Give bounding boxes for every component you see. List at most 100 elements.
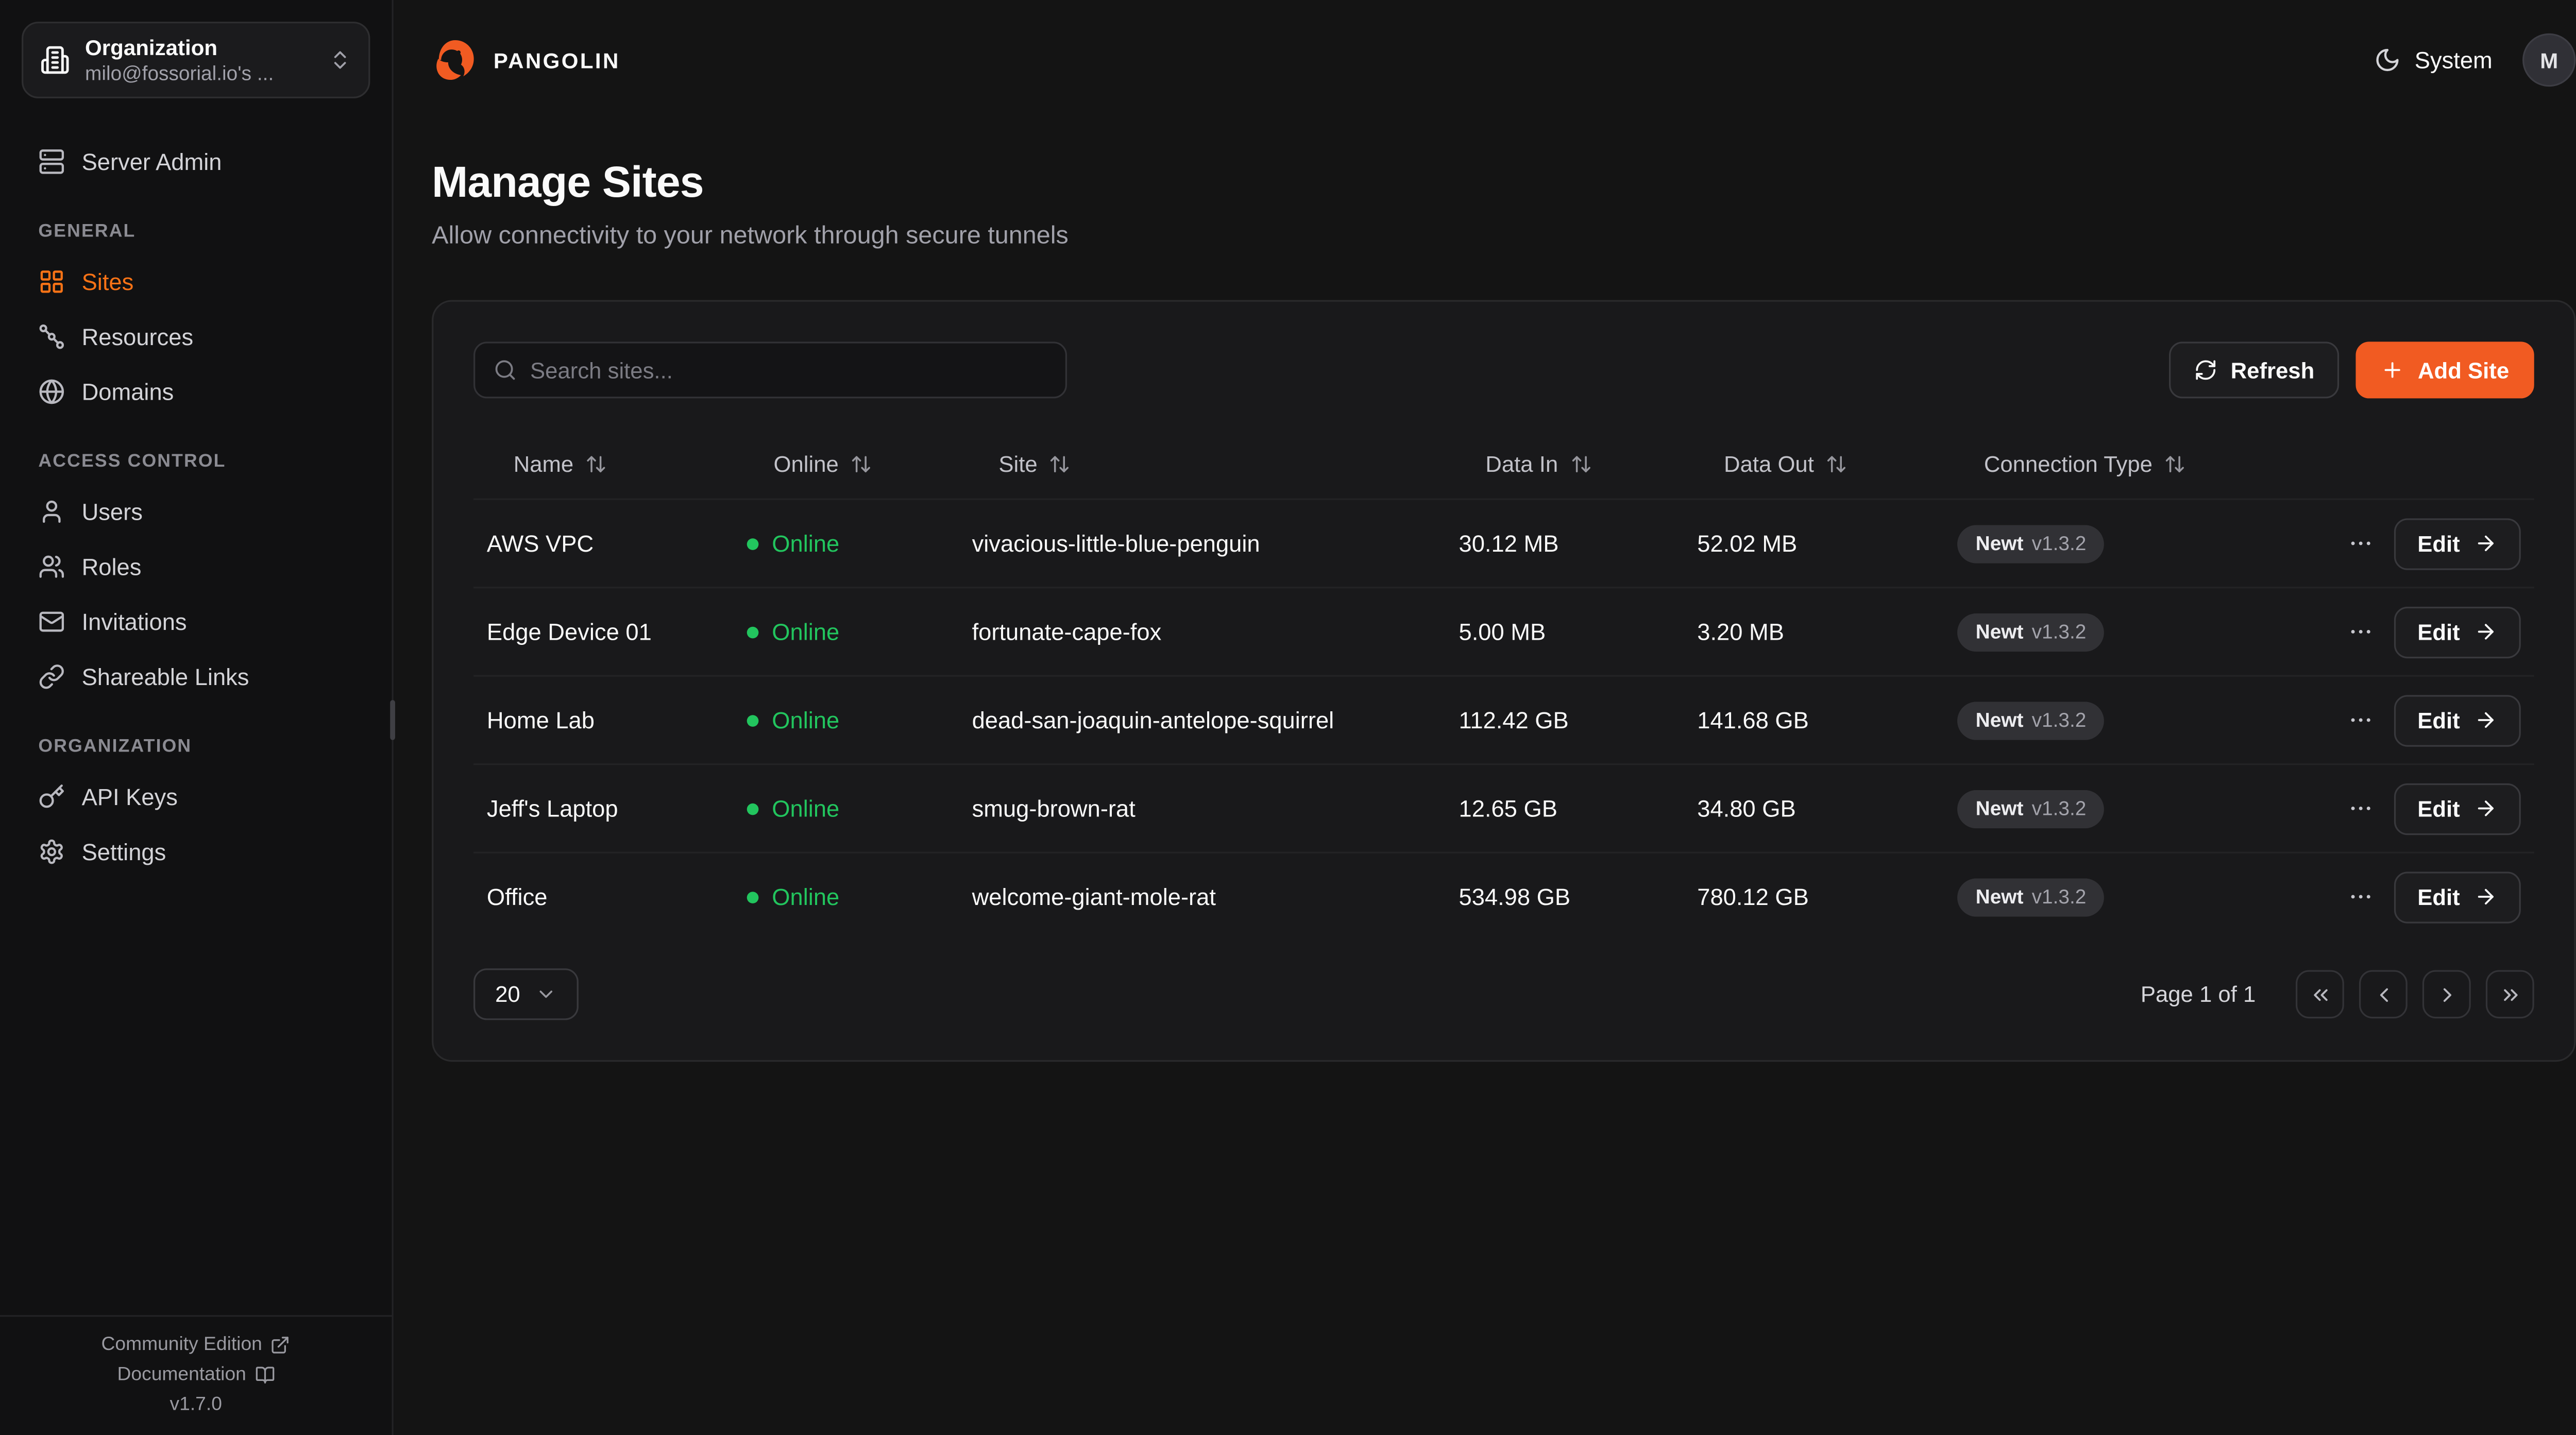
community-edition-link[interactable]: Community Edition (101, 1335, 291, 1355)
online-status: Online (734, 795, 959, 822)
chevrons-up-down-icon (334, 51, 346, 69)
data-out: 34.80 GB (1697, 795, 1796, 822)
card-toolbar: Refresh Add Site (473, 341, 2534, 399)
table-row: Edge Device 01 Online fortunate-cape-fox… (473, 587, 2534, 675)
data-in: 12.65 GB (1459, 795, 1557, 822)
sidebar-item-settings[interactable]: Settings (22, 824, 370, 879)
chevron-down-icon (539, 990, 553, 998)
row-menu-button[interactable] (2341, 877, 2381, 917)
row-menu-button[interactable] (2341, 612, 2381, 652)
ellipsis-icon (2351, 629, 2370, 634)
data-out: 780.12 GB (1697, 883, 1809, 910)
page-size-select[interactable]: 20 (473, 968, 579, 1020)
sites-card: Refresh Add Site Name Online (432, 300, 2576, 1062)
sidebar-item-users[interactable]: Users (22, 483, 370, 538)
site-name: Jeff's Laptop (486, 795, 618, 822)
sidebar-item-invitations[interactable]: Invitations (22, 593, 370, 648)
edit-button[interactable]: Edit (2394, 694, 2520, 746)
sort-icon (852, 455, 871, 472)
data-in: 30.12 MB (1459, 530, 1559, 557)
next-page-button[interactable] (2422, 970, 2471, 1019)
book-icon (255, 1366, 274, 1383)
page-indicator: Page 1 of 1 (2140, 982, 2256, 1007)
row-menu-button[interactable] (2341, 700, 2381, 740)
org-switcher[interactable]: Organization milo@fossorial.io's ... (22, 22, 370, 98)
org-picker-text: Organization milo@fossorial.io's ... (85, 35, 313, 85)
data-in: 5.00 MB (1459, 618, 1546, 645)
nav-section-label: GENERAL (38, 221, 136, 242)
sidebar-resize-handle[interactable] (390, 700, 395, 740)
sidebar-item-label: Sites (81, 267, 134, 295)
data-in: 534.98 GB (1459, 883, 1571, 910)
last-page-button[interactable] (2485, 970, 2534, 1019)
online-status: Online (734, 707, 959, 733)
previous-page-button[interactable] (2359, 970, 2408, 1019)
data-out: 141.68 GB (1697, 707, 1809, 733)
page-size-value: 20 (495, 982, 520, 1007)
chevrons-left-icon (2313, 988, 2327, 1000)
sites-table: Name Online Site Data In (473, 429, 2534, 940)
data-out: 3.20 MB (1697, 618, 1784, 645)
site-slug: smug-brown-rat (972, 795, 1136, 822)
search-input[interactable] (530, 357, 1047, 383)
nav-section-label: ORGANIZATION (38, 737, 192, 757)
theme-toggle-button[interactable]: System (2375, 46, 2493, 74)
org-picker-title: Organization (85, 35, 218, 60)
sidebar-item-shareable-links[interactable]: Shareable Links (22, 648, 370, 704)
sidebar-item-label: Domains (81, 377, 174, 404)
brand: PANGOLIN (432, 37, 620, 83)
nav-section-general: GENERAL Sites Resources Domains (22, 212, 370, 418)
theme-label: System (2414, 46, 2493, 74)
sidebar-item-sites[interactable]: Sites (22, 253, 370, 309)
link-icon (39, 663, 64, 688)
column-header-data-out[interactable]: Data Out (1684, 451, 1944, 476)
column-header-data-in[interactable]: Data In (1446, 451, 1684, 476)
connection-type-badge: Newt v1.3.2 (1957, 701, 2105, 740)
edit-button[interactable]: Edit (2394, 517, 2520, 570)
add-site-label: Add Site (2417, 357, 2510, 383)
nav-section-label: ACCESS CONTROL (38, 451, 226, 472)
main-content: PANGOLIN System M Manage Sites Allow con… (394, 0, 2576, 1435)
ellipsis-icon (2351, 541, 2370, 545)
table-row: AWS VPC Online vivacious-little-blue-pen… (473, 498, 2534, 587)
pagination-bar: 20 Page 1 of 1 (473, 968, 2534, 1020)
sidebar-item-api-keys[interactable]: API Keys (22, 768, 370, 824)
table-header-row: Name Online Site Data In (473, 429, 2534, 499)
column-header-online[interactable]: Online (734, 451, 959, 476)
column-header-connection-type[interactable]: Connection Type (1944, 451, 2304, 476)
first-page-button[interactable] (2295, 970, 2344, 1019)
online-dot-icon (747, 802, 759, 814)
app-version: v1.7.0 (170, 1395, 222, 1415)
edit-button[interactable]: Edit (2394, 870, 2520, 923)
table-row: Office Online welcome-giant-mole-rat 534… (473, 851, 2534, 941)
column-header-site[interactable]: Site (959, 451, 1446, 476)
sites-icon (40, 269, 63, 292)
page-title: Manage Sites (432, 157, 704, 207)
org-picker-subtitle: milo@fossorial.io's ... (85, 61, 274, 86)
row-menu-button[interactable] (2341, 523, 2381, 563)
sidebar-item-label: Settings (81, 838, 166, 864)
refresh-button[interactable]: Refresh (2168, 341, 2340, 399)
sidebar-item-roles[interactable]: Roles (22, 538, 370, 593)
topbar: PANGOLIN System M (432, 0, 2576, 120)
sidebar-item-label: Shareable Links (81, 662, 249, 690)
toolbar-actions: Refresh Add Site (2168, 341, 2534, 399)
documentation-link[interactable]: Documentation (117, 1365, 275, 1385)
sidebar-item-label: Invitations (81, 607, 187, 635)
external-link-icon (272, 1337, 289, 1354)
globe-icon (39, 379, 64, 403)
user-avatar[interactable]: M (2522, 33, 2576, 87)
row-menu-button[interactable] (2341, 789, 2381, 829)
add-site-button[interactable]: Add Site (2356, 341, 2534, 399)
edit-button[interactable]: Edit (2394, 782, 2520, 834)
sidebar-item-domains[interactable]: Domains (22, 363, 370, 418)
sidebar-item-server-admin[interactable]: Server Admin (22, 133, 370, 189)
online-dot-icon (747, 537, 759, 550)
column-header-name[interactable]: Name (473, 451, 734, 476)
site-name: Home Lab (486, 707, 595, 733)
sidebar: Organization milo@fossorial.io's ... Ser… (0, 0, 395, 1435)
sidebar-item-resources[interactable]: Resources (22, 309, 370, 364)
edit-button[interactable]: Edit (2394, 606, 2520, 658)
site-slug: vivacious-little-blue-penguin (972, 530, 1260, 557)
